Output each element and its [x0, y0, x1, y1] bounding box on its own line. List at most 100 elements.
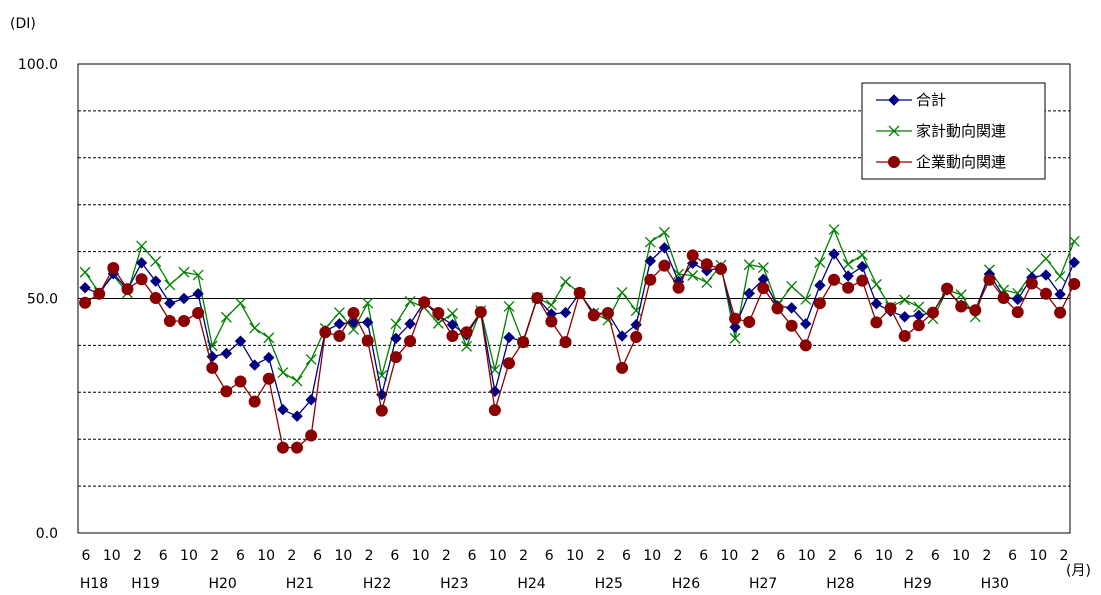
x-tick-label: 6: [236, 548, 245, 564]
data-point: [912, 319, 925, 332]
y-tick-label: 0.0: [36, 526, 58, 542]
data-point: [234, 335, 247, 347]
x-unit-label: (月): [1066, 563, 1091, 579]
data-point: [601, 307, 614, 320]
year-label: H28: [826, 576, 854, 592]
x-tick-label: 6: [931, 548, 940, 564]
x-tick-label: 10: [721, 548, 739, 564]
x-tick-label: 6: [390, 548, 399, 564]
y-unit-label: (DI): [10, 16, 36, 32]
data-point: [913, 309, 925, 322]
data-point: [842, 258, 854, 270]
data-point: [305, 354, 317, 365]
data-point: [573, 286, 586, 299]
data-point: [150, 275, 162, 287]
data-point: [362, 297, 374, 309]
data-point: [785, 319, 798, 332]
data-point: [898, 330, 911, 343]
data-point: [1054, 270, 1066, 282]
data-point: [757, 262, 769, 274]
x-tick-label: 2: [365, 548, 374, 564]
data-point: [587, 309, 600, 322]
x-tick-label: 2: [442, 548, 451, 564]
x-tick-label: 2: [982, 548, 991, 564]
legend-label: 合計: [916, 91, 946, 109]
data-point: [955, 289, 967, 301]
data-point: [220, 347, 233, 360]
data-point: [291, 410, 303, 422]
year-label: H20: [209, 576, 237, 592]
series-1: [79, 224, 1080, 387]
data-point: [135, 257, 148, 269]
data-point: [630, 330, 643, 343]
year-label: H29: [903, 576, 931, 592]
data-point: [135, 273, 148, 286]
data-point: [560, 276, 571, 288]
x-tick-label: 10: [1029, 548, 1047, 564]
data-point: [856, 260, 868, 273]
x-tick-label: 10: [875, 548, 893, 564]
x-tick-label: 2: [905, 548, 914, 564]
legend-entry: 企業動向関連: [876, 153, 1006, 171]
data-point: [941, 282, 954, 295]
data-point: [559, 306, 572, 319]
x-tick-label: 2: [596, 548, 605, 564]
x-tick-label: 6: [1008, 548, 1017, 564]
data-point: [729, 312, 742, 325]
data-point: [1012, 293, 1024, 306]
x-tick-label: 10: [566, 548, 584, 564]
x-tick-label: 6: [622, 548, 631, 564]
data-point: [983, 273, 996, 286]
data-point: [503, 301, 515, 312]
data-point: [616, 361, 629, 374]
data-point: [856, 249, 868, 261]
data-point: [107, 262, 120, 275]
year-label: H30: [981, 576, 1009, 592]
data-point: [418, 296, 431, 309]
data-point: [404, 335, 417, 348]
data-point: [1068, 277, 1081, 290]
data-point: [333, 318, 346, 330]
x-tick-label: 6: [545, 548, 554, 564]
data-point: [658, 259, 671, 272]
x-tick-label: 10: [180, 548, 198, 564]
x-tick-label: 10: [334, 548, 352, 564]
data-point: [291, 375, 303, 387]
x-tick-label: 2: [673, 548, 682, 564]
data-point: [658, 226, 670, 238]
data-point: [249, 322, 261, 334]
data-point: [1025, 277, 1038, 290]
data-point: [192, 307, 205, 320]
data-point: [800, 318, 812, 330]
legend-label: 家計動向関連: [916, 122, 1006, 140]
data-point: [347, 307, 360, 320]
legend-label: 企業動向関連: [916, 153, 1006, 171]
data-point: [263, 351, 275, 364]
year-label: H21: [286, 576, 314, 592]
data-point: [714, 262, 727, 275]
data-point: [701, 277, 713, 289]
data-point: [785, 302, 798, 314]
data-point: [389, 351, 402, 364]
data-point: [305, 429, 318, 442]
data-point: [1054, 288, 1066, 300]
data-point: [743, 259, 755, 271]
y-tick-label: 100.0: [18, 57, 58, 73]
year-label: H18: [80, 576, 108, 592]
x-tick-label: 6: [313, 548, 322, 564]
data-point: [79, 296, 92, 309]
data-point: [291, 441, 304, 454]
data-point: [813, 297, 826, 310]
data-point: [545, 315, 558, 328]
data-point: [276, 441, 289, 454]
data-point: [743, 287, 755, 300]
x-tick-label: 10: [798, 548, 816, 564]
data-point: [1068, 256, 1080, 269]
x-tick-label: 2: [133, 548, 142, 564]
x-tick-label: 6: [854, 548, 863, 564]
data-point: [446, 319, 459, 331]
data-point: [164, 279, 176, 291]
x-tick-label: 2: [519, 548, 528, 564]
data-point: [121, 283, 134, 296]
